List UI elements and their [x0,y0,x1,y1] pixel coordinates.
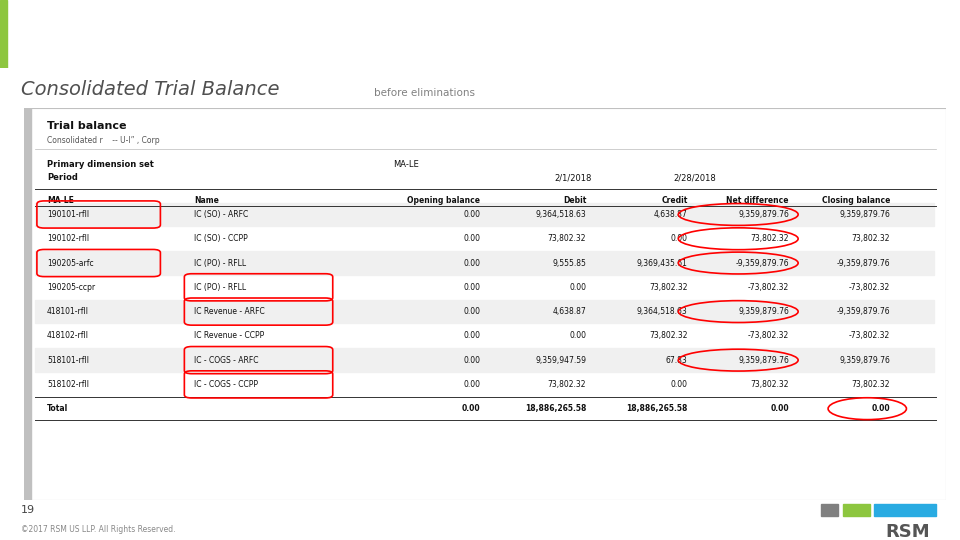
Text: Name: Name [195,195,220,205]
Text: 19: 19 [21,504,36,515]
Text: IC (PO) - RFLL: IC (PO) - RFLL [195,283,247,292]
Text: Closing balance: Closing balance [822,195,890,205]
Text: 9,359,879.76: 9,359,879.76 [839,356,890,364]
Text: 190205-arfc: 190205-arfc [47,259,94,267]
Text: 518102-rfll: 518102-rfll [47,380,89,389]
Text: IC (SO) - ARFC: IC (SO) - ARFC [195,210,249,219]
Text: 2/28/2018: 2/28/2018 [674,173,716,182]
Text: IC (SO) - CCPP: IC (SO) - CCPP [195,234,249,243]
Text: 0.00: 0.00 [463,332,480,340]
Bar [36,203,934,226]
Text: 73,802.32: 73,802.32 [547,234,587,243]
Text: 18,886,265.58: 18,886,265.58 [525,404,587,413]
Text: 0.00: 0.00 [872,404,890,413]
Text: 4,638.87: 4,638.87 [552,307,587,316]
Bar [36,348,934,372]
Text: 0.00: 0.00 [670,380,687,389]
Text: 2/1/2018: 2/1/2018 [554,173,591,182]
Text: Primary dimension set: Primary dimension set [47,160,154,169]
Text: Net difference: Net difference [727,195,789,205]
Text: Consolidated Trial Balance: Consolidated Trial Balance [21,80,279,99]
Text: 9,364,518.63: 9,364,518.63 [536,210,587,219]
Text: 190205-ccpr: 190205-ccpr [47,283,95,292]
Text: Period: Period [47,173,78,182]
Text: 0.00: 0.00 [463,210,480,219]
Text: MA-LE: MA-LE [47,195,74,205]
Text: 73,802.32: 73,802.32 [852,234,890,243]
Text: -73,802.32: -73,802.32 [849,332,890,340]
Text: -73,802.32: -73,802.32 [748,332,789,340]
Text: 0.00: 0.00 [463,307,480,316]
Text: -73,802.32: -73,802.32 [849,283,890,292]
Text: 73,802.32: 73,802.32 [751,234,789,243]
Text: 0.00: 0.00 [770,404,789,413]
Text: -73,802.32: -73,802.32 [748,283,789,292]
Text: 73,802.32: 73,802.32 [649,332,687,340]
Text: Credit: Credit [661,195,687,205]
Bar [36,300,934,323]
Text: 9,369,435.61: 9,369,435.61 [636,259,687,267]
Text: 9,359,879.76: 9,359,879.76 [839,210,890,219]
Text: 0.00: 0.00 [463,356,480,364]
Text: 18,886,265.58: 18,886,265.58 [626,404,687,413]
Bar [821,504,838,516]
Text: 0.00: 0.00 [462,404,480,413]
Text: 9,359,947.59: 9,359,947.59 [535,356,587,364]
Text: 518101-rfll: 518101-rfll [47,356,89,364]
Text: RSM: RSM [885,523,929,540]
Text: Trial balance: Trial balance [47,120,127,131]
Text: IC (PO) - RFLL: IC (PO) - RFLL [195,259,247,267]
Text: 9,555.85: 9,555.85 [552,259,587,267]
Text: 190101-rfll: 190101-rfll [47,210,89,219]
Text: 190102-rfll: 190102-rfll [47,234,89,243]
Text: IC SO Goal - Trial Balance Example: IC SO Goal - Trial Balance Example [17,24,420,44]
Text: 0.00: 0.00 [463,380,480,389]
Text: ©2017 RSM US LLP. All Rights Reserved.: ©2017 RSM US LLP. All Rights Reserved. [21,525,176,535]
Text: 4,638.87: 4,638.87 [654,210,687,219]
Text: 9,359,879.76: 9,359,879.76 [738,307,789,316]
Text: IC Revenue - ARFC: IC Revenue - ARFC [195,307,265,316]
Text: 0.00: 0.00 [463,234,480,243]
Text: 9,364,518.63: 9,364,518.63 [636,307,687,316]
Bar [0,0,7,68]
Text: IC - COGS - ARFC: IC - COGS - ARFC [195,356,259,364]
Text: 9,359,879.76: 9,359,879.76 [738,210,789,219]
Text: -9,359,879.76: -9,359,879.76 [837,307,890,316]
Bar [36,252,934,275]
Text: 73,802.32: 73,802.32 [852,380,890,389]
Text: MA-LE: MA-LE [393,160,419,169]
Text: IC - COGS - CCPP: IC - COGS - CCPP [195,380,258,389]
Text: -9,359,879.76: -9,359,879.76 [837,259,890,267]
Text: 0.00: 0.00 [569,283,587,292]
Text: Opening balance: Opening balance [407,195,480,205]
Text: IC Revenue - CCPP: IC Revenue - CCPP [195,332,265,340]
Bar [874,504,936,516]
Text: 73,802.32: 73,802.32 [649,283,687,292]
Text: before eliminations: before eliminations [374,87,475,98]
Text: 418102-rfll: 418102-rfll [47,332,89,340]
Text: 73,802.32: 73,802.32 [547,380,587,389]
Text: 0.00: 0.00 [463,283,480,292]
Text: 9,359,879.76: 9,359,879.76 [738,356,789,364]
Text: 67.83: 67.83 [666,356,687,364]
Text: 418101-rfll: 418101-rfll [47,307,89,316]
Text: Total: Total [47,404,68,413]
Text: 0.00: 0.00 [463,259,480,267]
Text: 0.00: 0.00 [569,332,587,340]
Text: -9,359,879.76: -9,359,879.76 [735,259,789,267]
Text: Debit: Debit [563,195,587,205]
Text: Consolidated r    -- U-l” , Corp: Consolidated r -- U-l” , Corp [47,136,159,145]
Text: 0.00: 0.00 [670,234,687,243]
Text: 73,802.32: 73,802.32 [751,380,789,389]
Bar [24,108,32,500]
Bar [843,504,870,516]
